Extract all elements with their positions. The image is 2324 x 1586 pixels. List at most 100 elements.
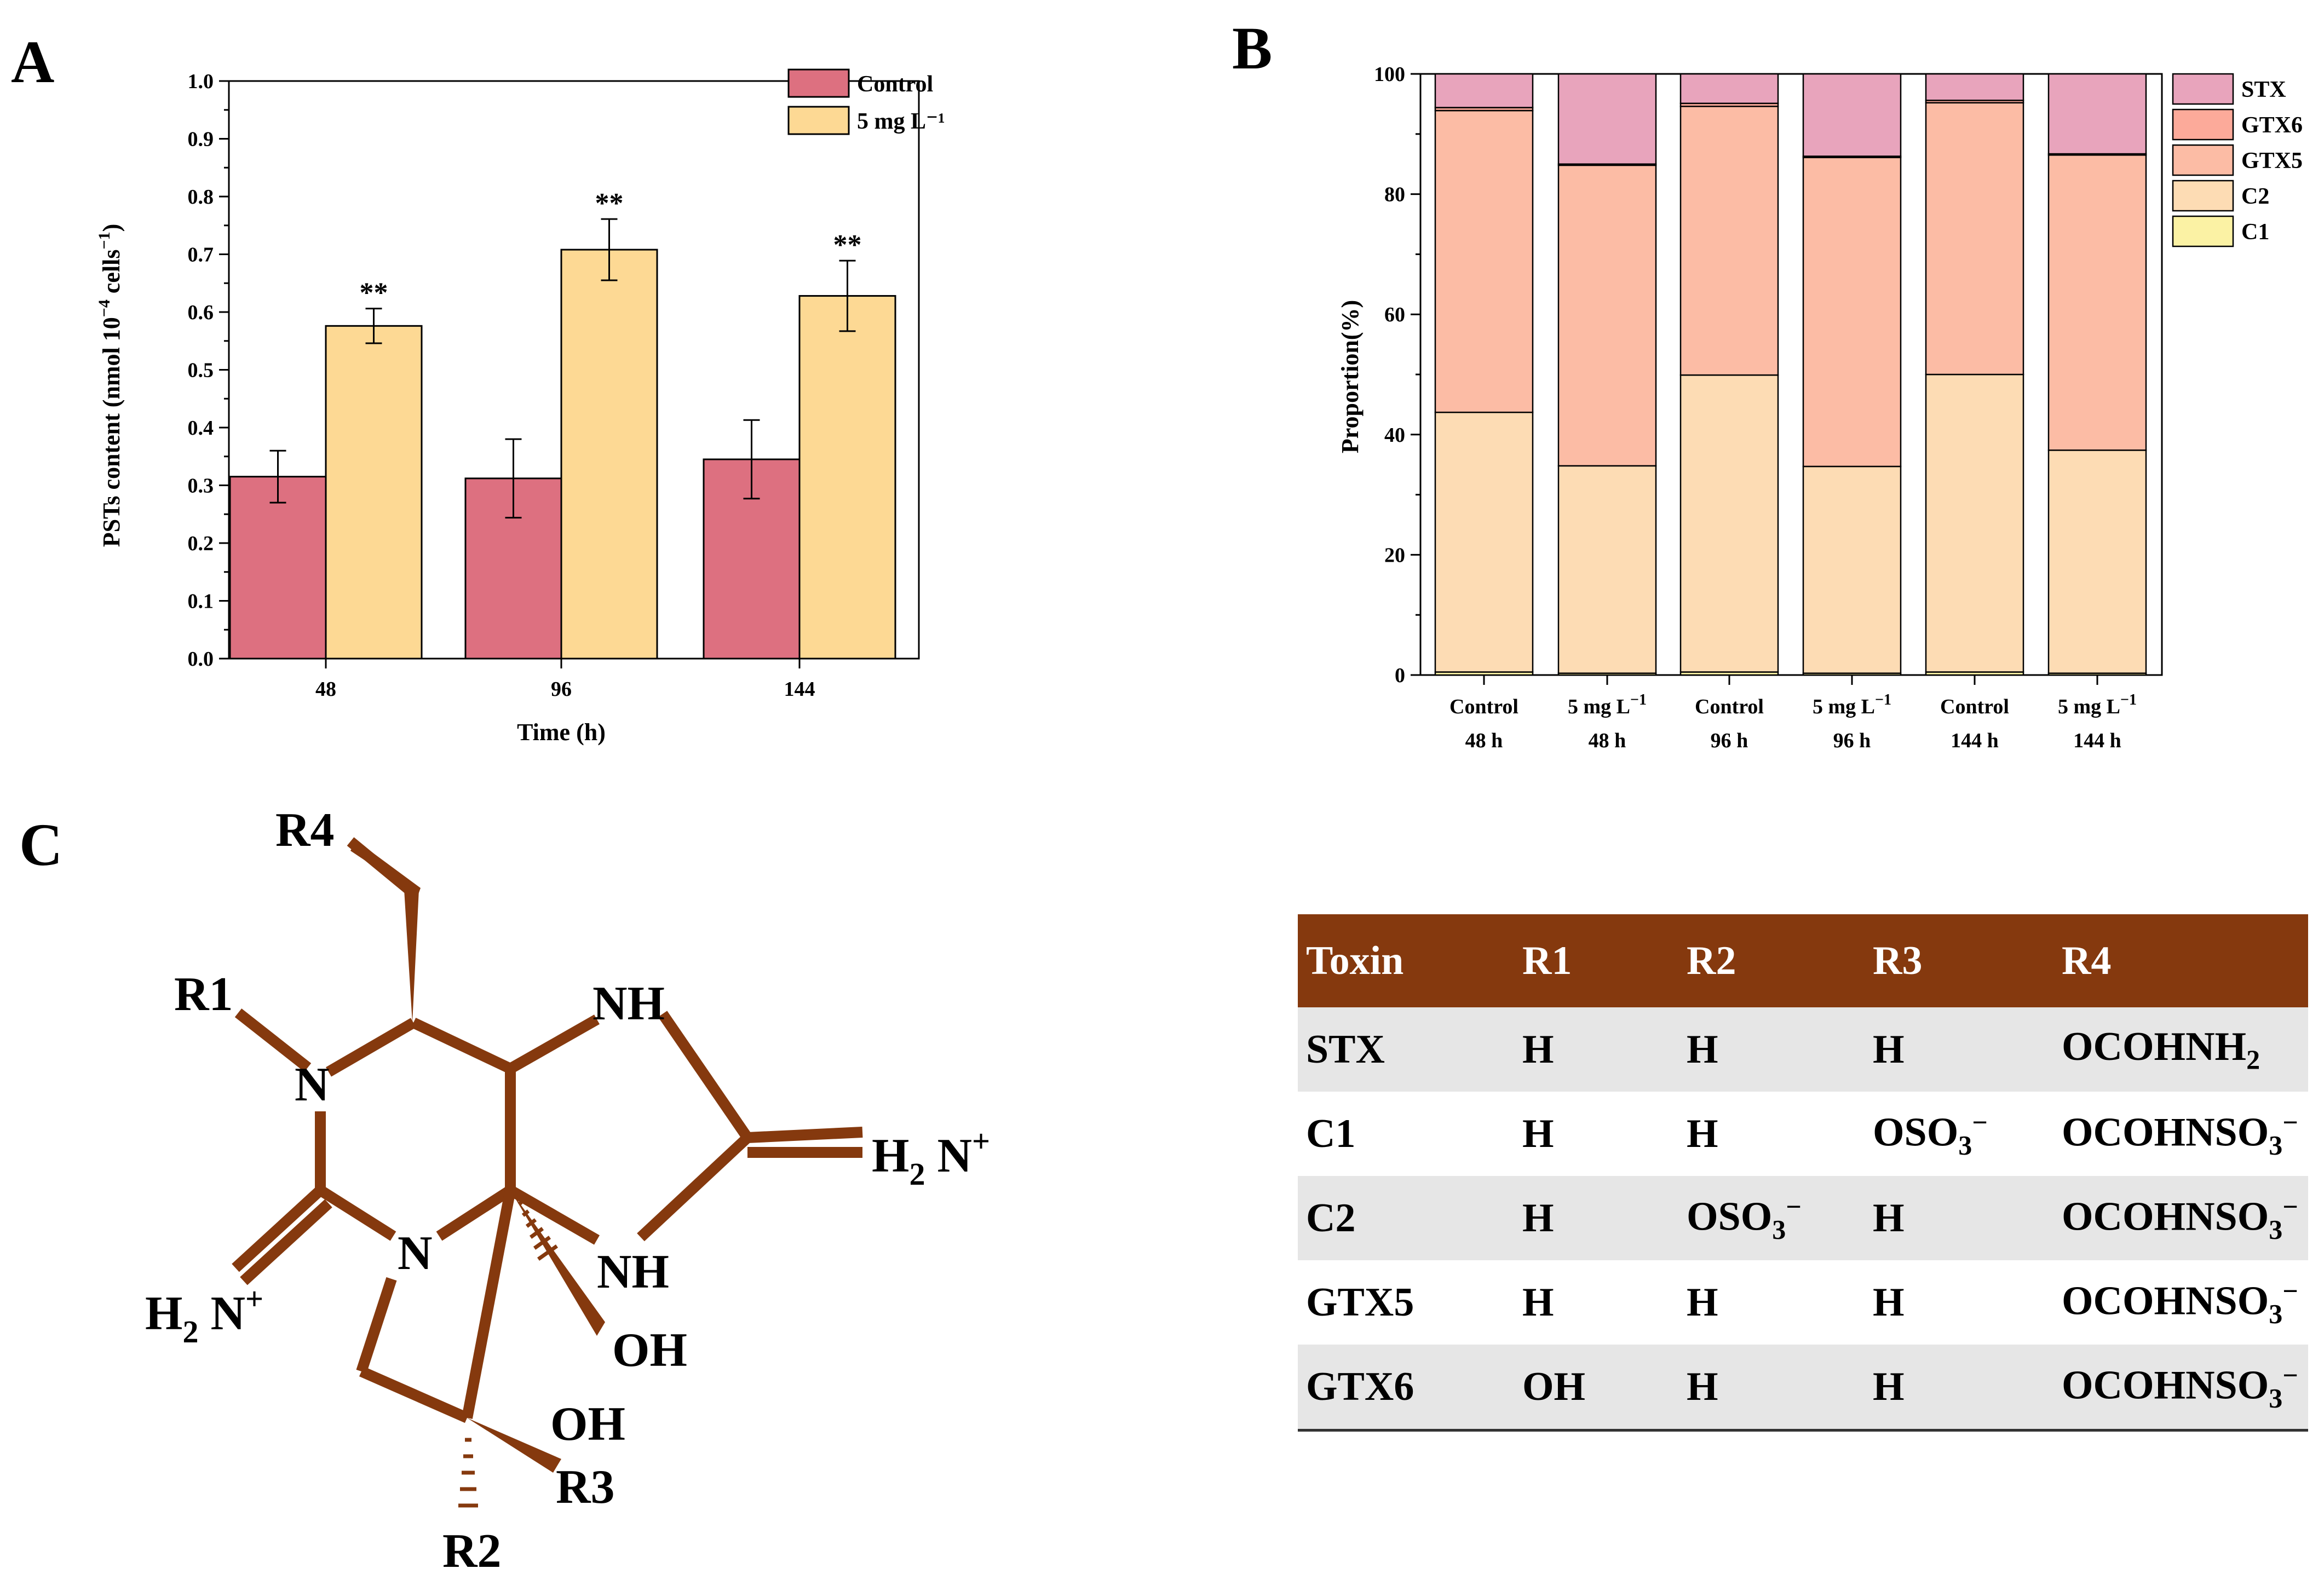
legend-swatch (787, 68, 850, 98)
y-tick-label: 0.6 (188, 301, 214, 324)
legend-label: 5 mg L⁻¹ (857, 109, 945, 134)
x-tick-label: 5 mg L−1 (1568, 691, 1647, 718)
y-tick-label: 0.8 (188, 186, 214, 209)
stack-segment-gtx5 (1802, 157, 1902, 468)
cell-toxin: STX (1298, 1007, 1514, 1092)
chart-b: Proportion(%) 0 20 40 60 80 100 Control 48 h 5 m… (1337, 63, 2303, 752)
panel-label-b: B (1232, 15, 1272, 82)
cell-r4: OCOHNSO3− (2062, 1107, 2298, 1161)
x-tick-label: 5 mg L−1 (2058, 691, 2137, 718)
header-r3: R3 (1865, 914, 2053, 1007)
stack-segment-stx (1557, 73, 1657, 165)
structure-bonds (232, 837, 863, 1423)
table-row: C1 H H OSO3− OCOHNSO3− (1298, 1092, 2308, 1176)
legend-swatch (2172, 144, 2234, 176)
x-tick-label: 5 mg L−1 (1813, 691, 1891, 718)
cell-r3: OSO3− (1873, 1107, 1988, 1161)
y-tick-label: 0.9 (188, 128, 214, 151)
header-r4: R4 (2053, 914, 2308, 1007)
stack-segment-stx (1802, 73, 1902, 157)
bar-5mgl (560, 249, 658, 660)
legend-swatch (2172, 108, 2234, 141)
cell-r3: H (1865, 1007, 2053, 1092)
stack-segment-stx (1679, 73, 1779, 105)
table-row: C2 H OSO3− H OCOHNSO3− (1298, 1176, 2308, 1260)
header-toxin: Toxin (1298, 914, 1514, 1007)
structure-wedges (350, 840, 605, 1473)
toxin-substituent-table: Toxin R1 R2 R3 R4 STX H H H OCOHNH2 C1 H… (1298, 914, 2308, 1432)
cell-toxin: C2 (1298, 1176, 1514, 1260)
legend-swatch (2172, 73, 2234, 105)
stack-segment-stx (1925, 73, 2024, 101)
x-tick-label: 96 h (1833, 729, 1871, 752)
stack-segment-stx (1434, 73, 1534, 108)
chart-b-ylabel: Proportion(%) (1337, 300, 1364, 453)
significance-label: ** (833, 229, 862, 261)
cell-r4: OCOHNSO3− (2053, 1176, 2308, 1260)
y-tick-label: 20 (1384, 544, 1405, 567)
label-oh2: OH (550, 1398, 625, 1451)
label-nh2: NH (597, 1245, 669, 1299)
cell-r4: OCOHNSO3− (2062, 1276, 2298, 1329)
legend-label: C1 (2241, 220, 2269, 245)
cell-r2: H (1678, 1007, 1865, 1092)
y-tick-label: 0.5 (188, 359, 214, 382)
significance-label: ** (595, 188, 624, 219)
stack-segment-gtx5 (1557, 164, 1657, 467)
stack-segment-c2 (1557, 465, 1657, 674)
table-row: GTX6 OH H H OCOHNSO3− (1298, 1345, 2308, 1432)
legend-label: STX (2241, 77, 2286, 102)
y-tick-label: 0.4 (188, 417, 214, 440)
x-tick-label: Control (1449, 695, 1518, 718)
y-tick-label: 0.0 (188, 648, 214, 671)
table-header-row: Toxin R1 R2 R3 R4 (1298, 914, 2308, 1007)
cell-r2: H (1687, 1111, 1718, 1156)
stack-segment-gtx5 (1679, 106, 1779, 376)
x-tick-label: 96 (551, 678, 572, 701)
cell-r1: H (1522, 1111, 1554, 1156)
cell-r1: H (1514, 1007, 1678, 1092)
cell-r2: H (1678, 1345, 1865, 1432)
legend-label: GTX6 (2241, 113, 2303, 138)
bar-5mgl (325, 325, 423, 660)
x-tick-label: 144 (784, 678, 815, 701)
cell-r3: H (1873, 1279, 1905, 1325)
chart-a: PSTs content (nmol 10−4 cells−1) Time (h… (95, 68, 945, 746)
cell-r3: H (1865, 1345, 2053, 1432)
stack-segment-c2 (2047, 449, 2147, 674)
y-tick-label: 100 (1374, 63, 1405, 86)
stack-segment-gtx5 (1434, 109, 1534, 413)
stack-segment-gtx5 (1925, 102, 2024, 376)
legend-swatch (2172, 215, 2234, 247)
y-tick-label: 60 (1384, 303, 1405, 326)
label-r3: R3 (556, 1461, 615, 1514)
stack-segment-gtx5 (2047, 154, 2147, 451)
x-tick-label: 144 h (1951, 729, 1999, 752)
cell-r1: OH (1514, 1345, 1678, 1432)
structure-hashed-bonds (458, 1201, 559, 1508)
legend-label: GTX5 (2241, 148, 2303, 174)
y-tick-label: 40 (1384, 424, 1405, 447)
bar-control (229, 476, 327, 660)
x-tick-label: 48 (315, 678, 336, 701)
y-tick-label: 1.0 (188, 70, 214, 93)
x-tick-label: Control (1695, 695, 1764, 718)
label-n2: N (398, 1227, 433, 1280)
panel-label-a: A (11, 28, 54, 95)
y-tick-label: 0.2 (188, 532, 214, 555)
legend-label: C2 (2241, 184, 2269, 209)
cell-toxin: GTX6 (1298, 1345, 1514, 1432)
saxitoxin-structure: R4 R1 N NH N NH H2 N+ H2 N+ OH OH R3 R2 (145, 804, 990, 1578)
legend-swatch (2172, 180, 2234, 212)
header-r1: R1 (1514, 914, 1678, 1007)
x-tick-label: 144 h (2073, 729, 2121, 752)
cell-r3: H (1865, 1176, 2053, 1260)
y-tick-label: 0.1 (188, 590, 214, 613)
cell-r1: H (1514, 1176, 1678, 1260)
bar-5mgl (798, 295, 896, 660)
cell-toxin: GTX5 (1306, 1279, 1414, 1325)
table-row: STX H H H OCOHNH2 (1298, 1007, 2308, 1092)
label-r2: R2 (442, 1525, 502, 1578)
legend-swatch (787, 106, 850, 135)
legend-label: Control (857, 72, 933, 97)
